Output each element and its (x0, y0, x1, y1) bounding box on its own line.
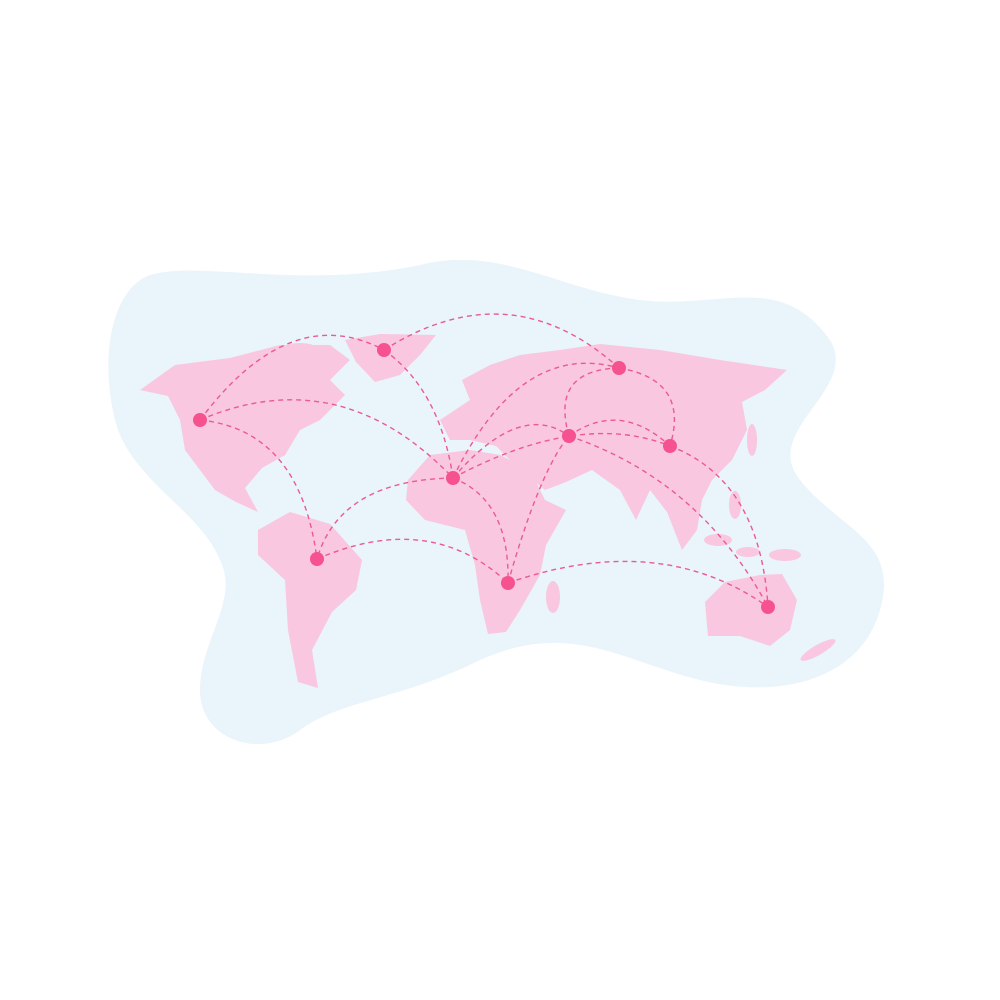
island (769, 549, 801, 561)
greenland (345, 334, 436, 382)
route (316, 538, 509, 584)
location-node (663, 439, 677, 453)
location-node (761, 600, 775, 614)
route (199, 419, 318, 560)
island (736, 547, 760, 557)
route (316, 477, 454, 560)
madagascar (546, 581, 560, 613)
eurasia (440, 344, 787, 550)
island (704, 534, 732, 546)
new-zealand (800, 639, 836, 661)
location-node (562, 429, 576, 443)
location-node (193, 413, 207, 427)
route (507, 560, 769, 608)
north-america (140, 345, 350, 512)
location-node (446, 471, 460, 485)
route (618, 367, 676, 447)
south-america (258, 512, 362, 688)
route (452, 362, 620, 479)
route (669, 445, 769, 608)
route (383, 313, 620, 369)
location-node (612, 361, 626, 375)
route (507, 435, 570, 584)
route (452, 477, 509, 584)
routes (199, 313, 769, 608)
location-node (501, 576, 515, 590)
route (383, 349, 454, 479)
nodes (193, 343, 775, 614)
route (199, 334, 385, 421)
route (568, 419, 671, 447)
location-node (310, 552, 324, 566)
route (199, 399, 454, 479)
location-node (377, 343, 391, 357)
route (564, 367, 620, 437)
island (729, 491, 741, 519)
island (747, 424, 757, 456)
island (282, 343, 318, 357)
route (452, 423, 570, 479)
australia (705, 574, 797, 646)
africa (406, 450, 566, 634)
route (452, 432, 671, 479)
